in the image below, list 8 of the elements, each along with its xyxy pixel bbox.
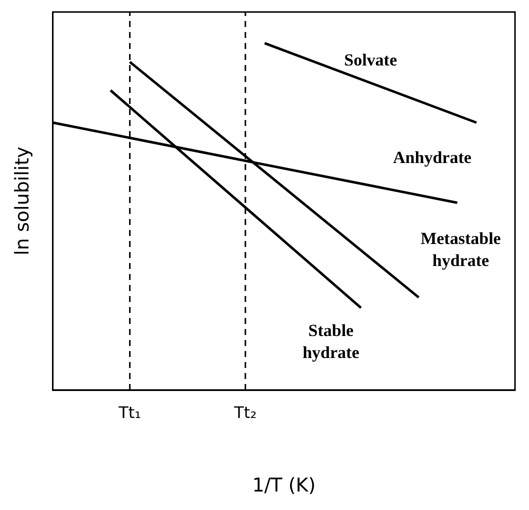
x-tick-label: Tt₁	[118, 402, 142, 422]
series-label: Metastable hydrate	[420, 228, 502, 270]
series-label: Stable hydrate	[302, 321, 360, 362]
x-axis-title: 1/T (K)	[252, 474, 316, 497]
series-label: Anhydrate	[393, 148, 472, 168]
y-axis-title: ln solubility	[11, 146, 34, 256]
series-label: Solvate	[344, 50, 398, 70]
x-tick-label: Tt₂	[233, 402, 257, 422]
